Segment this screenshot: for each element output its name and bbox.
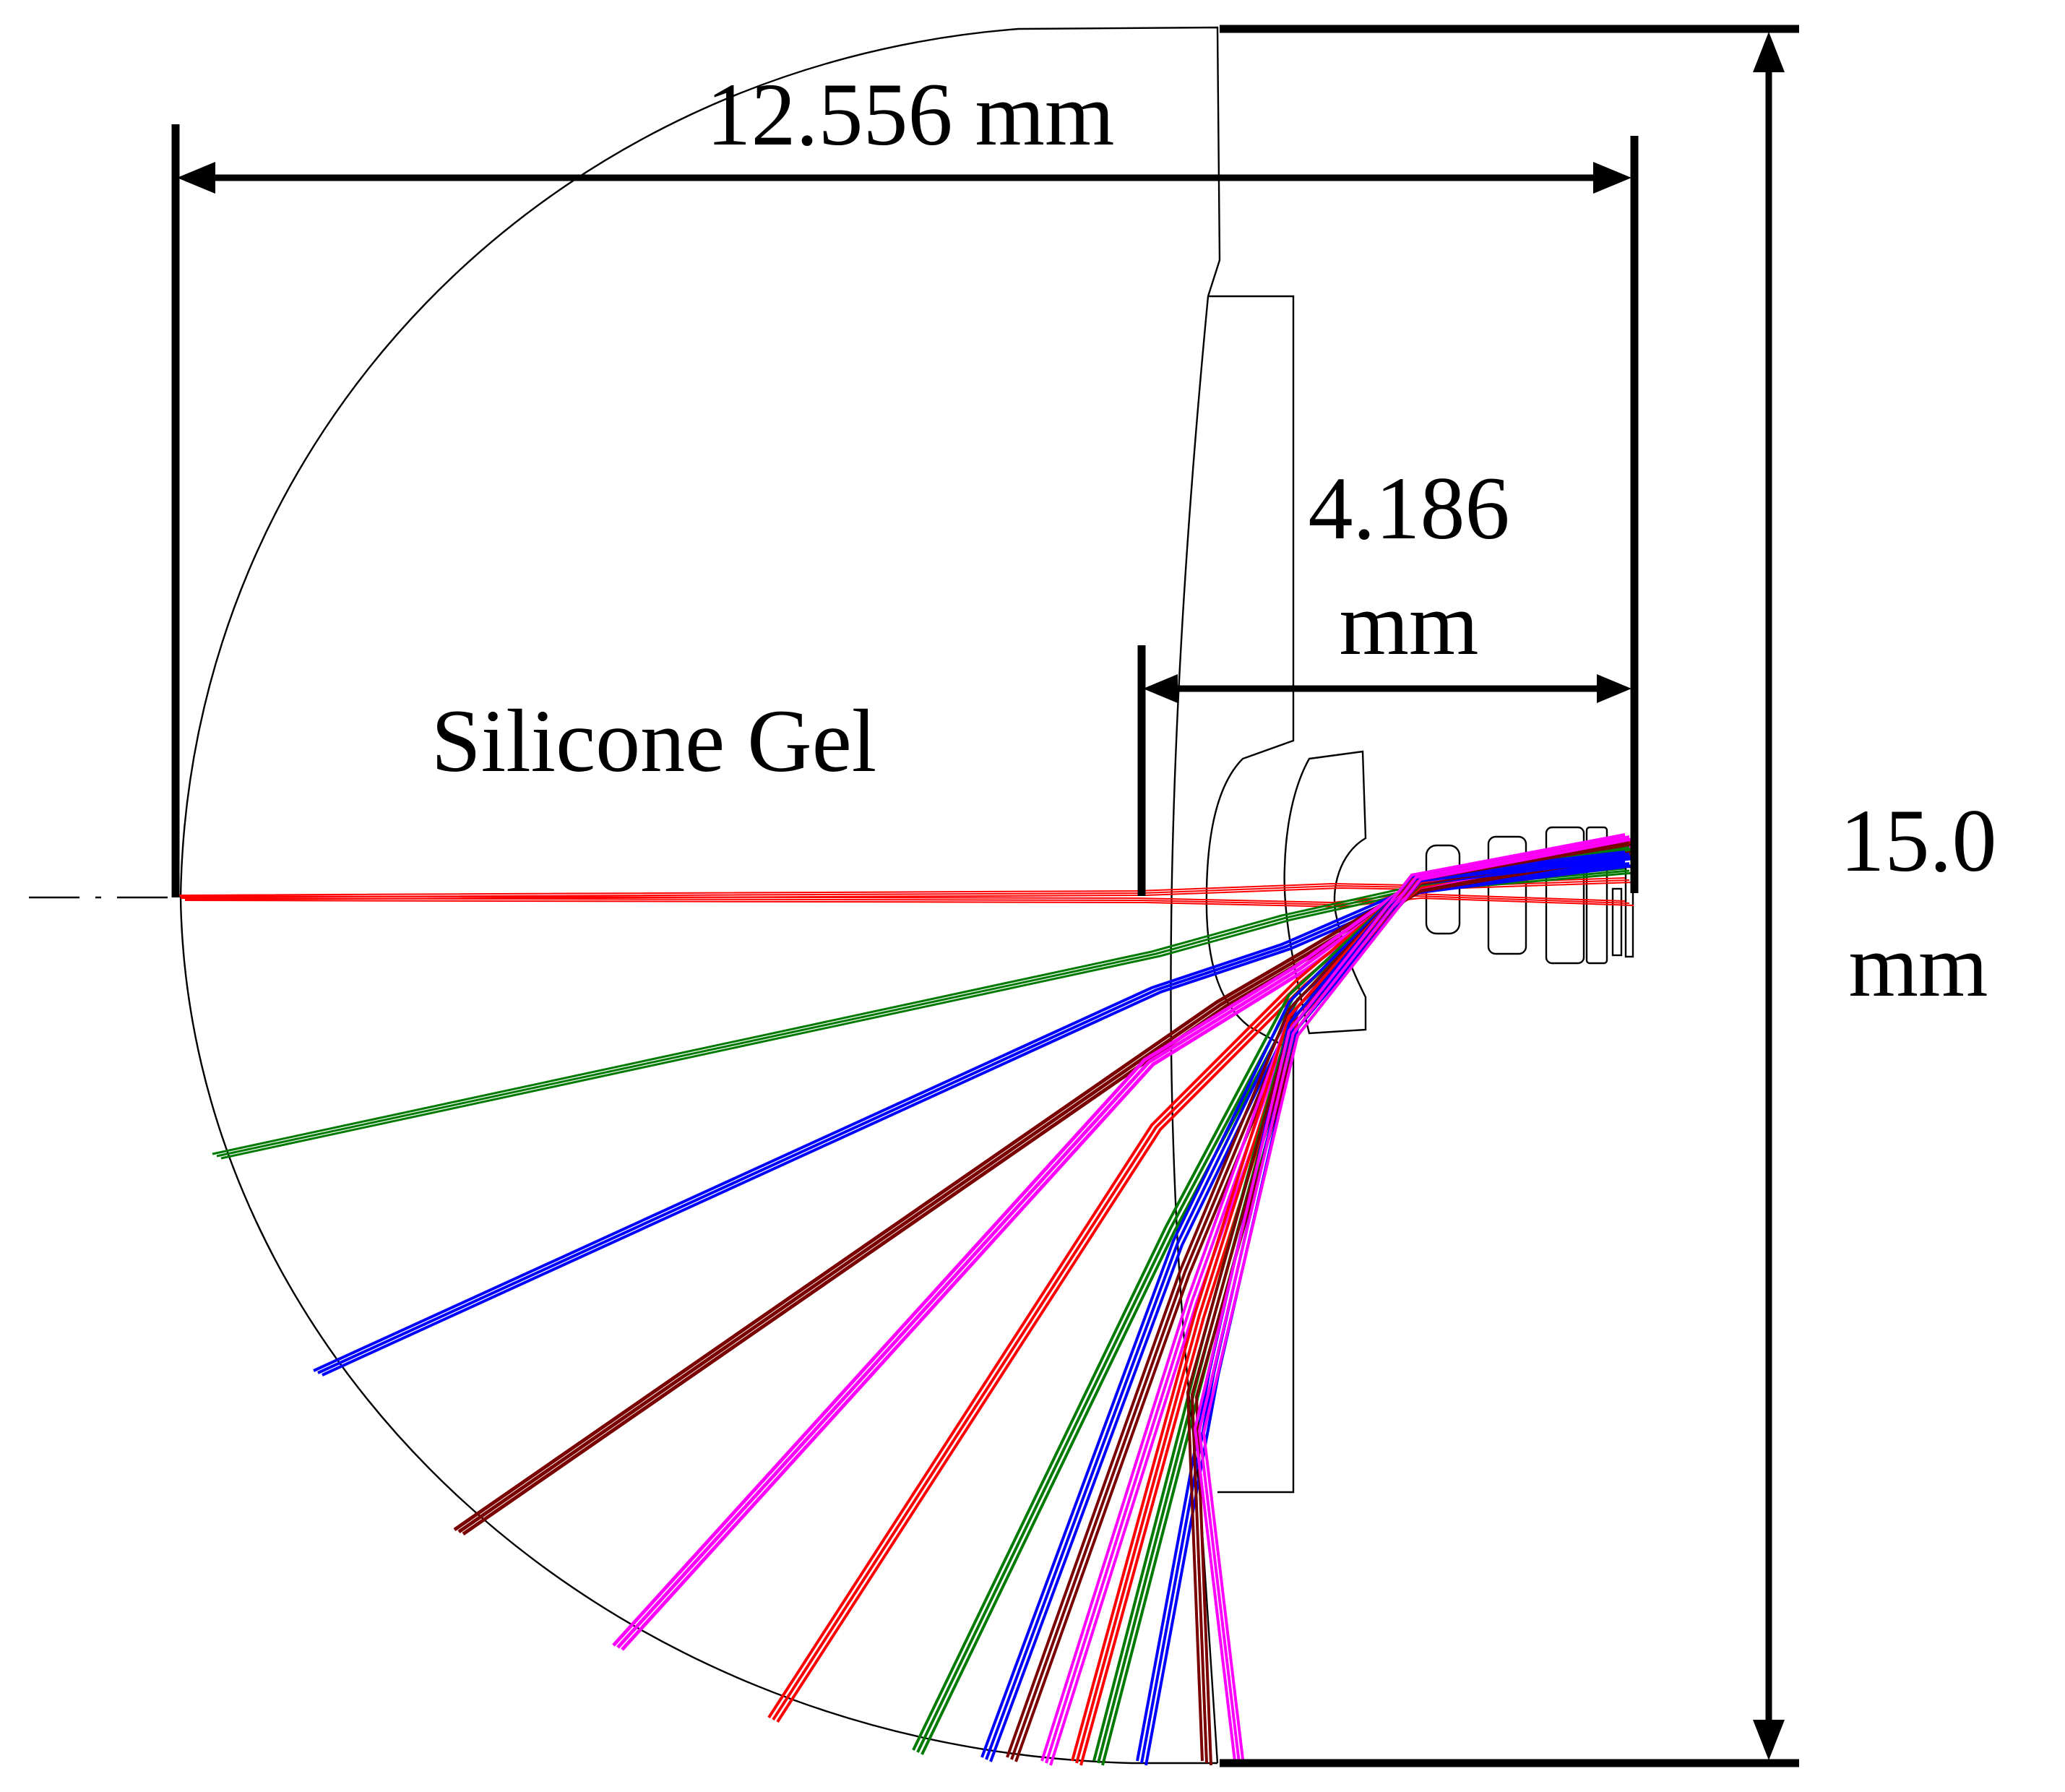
rear-lens-3 — [1545, 826, 1585, 965]
ray-trace-15-1 — [1197, 835, 1630, 1764]
rear-lens-2 — [1487, 835, 1527, 955]
ray-trace-8-1 — [985, 855, 1630, 1760]
ray-trace-5-1 — [616, 843, 1630, 1649]
rear-lens-5 — [1611, 887, 1623, 957]
ray-trace-5-2 — [621, 845, 1634, 1651]
ray-trace-11-0 — [1071, 835, 1626, 1762]
ray-trace-3-2 — [322, 864, 1634, 1377]
stop-dim-unit: mm — [1340, 574, 1479, 673]
ray-trace-8-0 — [980, 853, 1626, 1758]
ray-trace-4-1 — [457, 850, 1630, 1534]
ray-trace-5-0 — [612, 841, 1626, 1647]
medium-label: Silicone Gel — [431, 692, 876, 791]
rear-lens-4 — [1585, 826, 1608, 965]
width-dim-arrow-left — [177, 162, 215, 194]
ray-trace-14-0 — [1186, 838, 1626, 1762]
ray-trace-4-2 — [462, 853, 1634, 1536]
ray-traces — [176, 833, 1634, 1766]
ray-trace-15-2 — [1202, 837, 1634, 1766]
ray-trace-11-1 — [1075, 837, 1630, 1764]
height-dim-unit: mm — [1849, 916, 1988, 1015]
ray-trace-1-0 — [176, 892, 1626, 904]
ray-trace-3-1 — [317, 862, 1630, 1374]
width-dim-label: 12.556 mm — [707, 65, 1115, 164]
second-lens-element — [1283, 750, 1367, 1035]
ray-trace-3-0 — [313, 860, 1626, 1372]
height-dim-value: 15.0 — [1840, 791, 1997, 890]
height-dim-arrow-bottom — [1753, 1720, 1785, 1760]
stop-dim-arrow-right — [1597, 674, 1631, 703]
stop-dim-arrow-left — [1143, 674, 1178, 703]
ray-trace-0-2 — [184, 882, 1634, 900]
stop-dim-value: 4.186 — [1309, 459, 1510, 558]
height-dim-arrow-top — [1753, 32, 1785, 72]
ray-trace-2-2 — [220, 871, 1634, 1160]
ray-trace-15-0 — [1193, 833, 1626, 1762]
width-dim-arrow-right — [1593, 162, 1631, 194]
ray-trace-1-2 — [184, 897, 1634, 908]
ray-trace-1-1 — [180, 895, 1630, 906]
